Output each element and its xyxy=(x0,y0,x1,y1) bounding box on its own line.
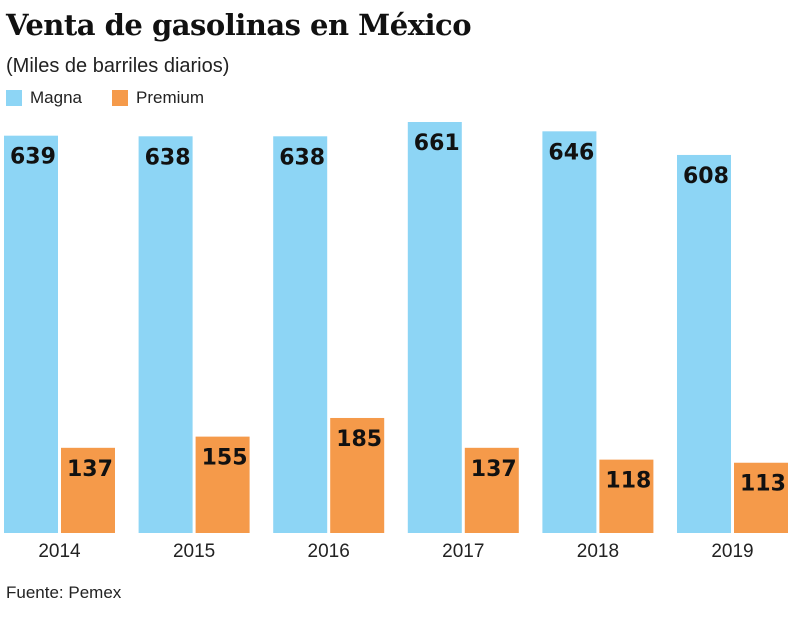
data-label-magna-2017: 661 xyxy=(414,131,460,156)
data-label-premium-2015: 155 xyxy=(202,446,248,471)
legend-swatch-magna xyxy=(6,90,22,106)
data-label-magna-2019: 608 xyxy=(683,164,729,189)
legend-label-premium: Premium xyxy=(135,88,204,107)
data-label-magna-2018: 646 xyxy=(548,140,594,165)
legend: Magna Premium xyxy=(6,88,234,108)
bar-magna-2015 xyxy=(138,136,193,533)
bar-magna-2014 xyxy=(4,135,58,534)
bar-magna-2018 xyxy=(542,131,597,533)
x-tick-label-2018: 2018 xyxy=(577,541,619,562)
data-label-premium-2018: 118 xyxy=(605,469,651,494)
chart-title: Venta de gasolinas en México xyxy=(6,8,472,42)
data-label-premium-2017: 137 xyxy=(471,457,517,482)
bar-premium-2017 xyxy=(464,447,519,533)
legend-swatch-premium xyxy=(111,90,128,106)
data-label-magna-2016: 638 xyxy=(279,145,325,170)
bar-magna-2017 xyxy=(407,122,462,533)
bar-premium-2015 xyxy=(195,436,250,533)
data-label-premium-2016: 185 xyxy=(336,427,382,452)
legend-item-premium: Premium xyxy=(111,88,204,108)
bar-premium-2016 xyxy=(330,417,385,533)
legend-label-magna: Magna xyxy=(30,88,82,107)
bar-magna-2019 xyxy=(677,154,731,533)
bar-premium-2019 xyxy=(734,462,788,533)
x-tick-label-2015: 2015 xyxy=(173,541,215,562)
bar-premium-2014 xyxy=(61,447,115,533)
data-label-magna-2014: 639 xyxy=(10,145,56,170)
data-label-magna-2015: 638 xyxy=(145,145,191,170)
data-label-premium-2019: 113 xyxy=(740,472,786,497)
x-tick-label-2019: 2019 xyxy=(711,541,753,562)
legend-item-magna: Magna xyxy=(6,88,82,108)
bar-magna-2016 xyxy=(273,136,328,533)
data-label-premium-2014: 137 xyxy=(67,457,113,482)
bar-premium-2018 xyxy=(599,459,654,533)
x-tick-label-2014: 2014 xyxy=(38,541,81,562)
chart-subtitle: (Miles de barriles diarios) xyxy=(6,55,230,77)
x-tick-label-2017: 2017 xyxy=(442,541,484,562)
source-note: Fuente: Pemex xyxy=(6,583,122,602)
x-tick-label-2016: 2016 xyxy=(308,541,350,562)
